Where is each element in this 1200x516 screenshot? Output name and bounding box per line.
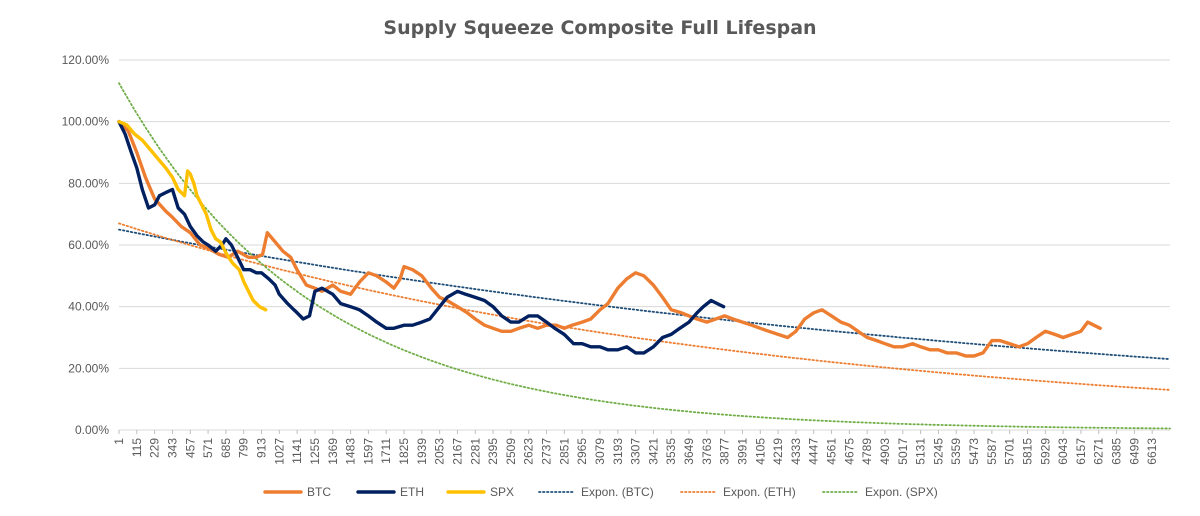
x-tick-label: 3421 bbox=[646, 438, 660, 465]
legend-label: Expon. (BTC) bbox=[581, 485, 654, 499]
x-tick-label: 6613 bbox=[1145, 438, 1159, 465]
series-line-eth bbox=[117, 120, 726, 355]
x-tick-label: 1369 bbox=[326, 438, 340, 465]
x-tick-label: 2395 bbox=[486, 438, 500, 465]
y-tick-label: 0.00% bbox=[75, 423, 109, 437]
x-tick-label: 3877 bbox=[718, 438, 732, 465]
trendlines bbox=[118, 82, 1171, 430]
series-lines bbox=[117, 120, 1102, 358]
x-tick-label: 4219 bbox=[771, 438, 785, 465]
x-tick-label: 4561 bbox=[825, 438, 839, 465]
x-tick-label: 3535 bbox=[664, 438, 678, 465]
x-tick-label: 913 bbox=[255, 438, 269, 458]
legend-label: BTC bbox=[307, 485, 331, 499]
gridlines bbox=[119, 59, 1170, 431]
x-tick-label: 1483 bbox=[344, 438, 358, 465]
x-tick-label: 115 bbox=[130, 438, 144, 457]
x-tick-label: 6157 bbox=[1074, 438, 1088, 465]
y-tick-label: 80.00% bbox=[68, 176, 109, 190]
x-tick-label: 1825 bbox=[397, 438, 411, 465]
y-tick-label: 60.00% bbox=[68, 238, 109, 252]
x-tick-label: 5359 bbox=[949, 438, 963, 465]
trendline-expon-btc bbox=[118, 228, 1171, 360]
x-tick-label: 3763 bbox=[700, 438, 714, 465]
x-tick-label: 4903 bbox=[878, 438, 892, 465]
x-tick-label: 4675 bbox=[842, 438, 856, 465]
x-tick-label: 5815 bbox=[1020, 438, 1034, 465]
x-tick-label: 5587 bbox=[985, 438, 999, 465]
x-tick-label: 229 bbox=[148, 438, 162, 458]
series-line-btc bbox=[117, 120, 1102, 358]
trendline-expon-eth bbox=[118, 222, 1171, 391]
x-tick-label: 799 bbox=[237, 438, 251, 458]
x-tick-label: 5473 bbox=[967, 438, 981, 465]
x-tick-label: 2281 bbox=[468, 438, 482, 465]
x-tick-label: 2737 bbox=[540, 438, 554, 465]
y-tick-label: 20.00% bbox=[68, 361, 109, 375]
x-tick-label: 2167 bbox=[450, 438, 464, 465]
x-tick-label: 3307 bbox=[629, 438, 643, 465]
series-line-spx bbox=[117, 120, 268, 312]
x-tick-label: 3079 bbox=[593, 438, 607, 465]
x-tick-label: 5131 bbox=[914, 438, 928, 465]
x-tick-label: 3991 bbox=[735, 438, 749, 465]
x-tick-label: 1027 bbox=[272, 438, 286, 465]
x-tick-label: 6385 bbox=[1110, 438, 1124, 465]
y-tick-label: 120.00% bbox=[62, 53, 110, 67]
x-axis-ticks: 1 115 229 343 457 571 685 799 913 1027 1141 1255 136… bbox=[112, 430, 1159, 465]
legend-label: Expon. (SPX) bbox=[865, 485, 938, 499]
x-tick-label: 457 bbox=[183, 438, 197, 458]
x-tick-label: 343 bbox=[165, 438, 179, 458]
y-tick-label: 100.00% bbox=[62, 115, 110, 129]
x-tick-label: 4333 bbox=[789, 438, 803, 465]
x-tick-label: 5017 bbox=[896, 438, 910, 465]
legend-label: Expon. (ETH) bbox=[723, 485, 796, 499]
legend: BTC ETH SPX Expon. (BTC) Expon. (ETH) Expon. … bbox=[263, 485, 938, 499]
x-tick-label: 1255 bbox=[308, 438, 322, 465]
y-tick-label: 40.00% bbox=[68, 300, 109, 314]
x-tick-label: 3649 bbox=[682, 438, 696, 465]
x-tick-label: 4447 bbox=[807, 438, 821, 465]
x-tick-label: 5245 bbox=[931, 438, 945, 465]
x-tick-label: 3193 bbox=[611, 438, 625, 465]
x-tick-label: 6499 bbox=[1127, 438, 1141, 465]
x-tick-label: 2965 bbox=[575, 438, 589, 465]
x-tick-label: 6271 bbox=[1092, 438, 1106, 465]
x-tick-label: 571 bbox=[201, 438, 215, 458]
x-tick-label: 1711 bbox=[379, 438, 393, 464]
x-tick-label: 2509 bbox=[504, 438, 518, 465]
x-tick-label: 6043 bbox=[1056, 438, 1070, 465]
y-axis-ticks: 0.00% 20.00% 40.00% 60.00% 80.00% 100.00% 120.… bbox=[62, 53, 110, 437]
x-tick-label: 1 bbox=[112, 438, 126, 445]
x-tick-label: 1939 bbox=[415, 438, 429, 465]
legend-label: SPX bbox=[490, 485, 514, 499]
trendline-expon-spx bbox=[118, 82, 1171, 430]
x-tick-label: 2851 bbox=[557, 438, 571, 465]
x-tick-label: 1597 bbox=[361, 438, 375, 465]
x-tick-label: 685 bbox=[219, 438, 233, 458]
x-tick-label: 5929 bbox=[1038, 438, 1052, 465]
x-tick-label: 5701 bbox=[1003, 438, 1017, 465]
x-tick-label: 2623 bbox=[522, 438, 536, 465]
chart-title: Supply Squeeze Composite Full Lifespan bbox=[383, 17, 816, 39]
legend-label: ETH bbox=[400, 485, 424, 499]
x-tick-label: 1141 bbox=[290, 438, 304, 464]
x-tick-label: 4789 bbox=[860, 438, 874, 465]
x-tick-label: 2053 bbox=[433, 438, 447, 465]
x-tick-label: 4105 bbox=[753, 438, 767, 465]
